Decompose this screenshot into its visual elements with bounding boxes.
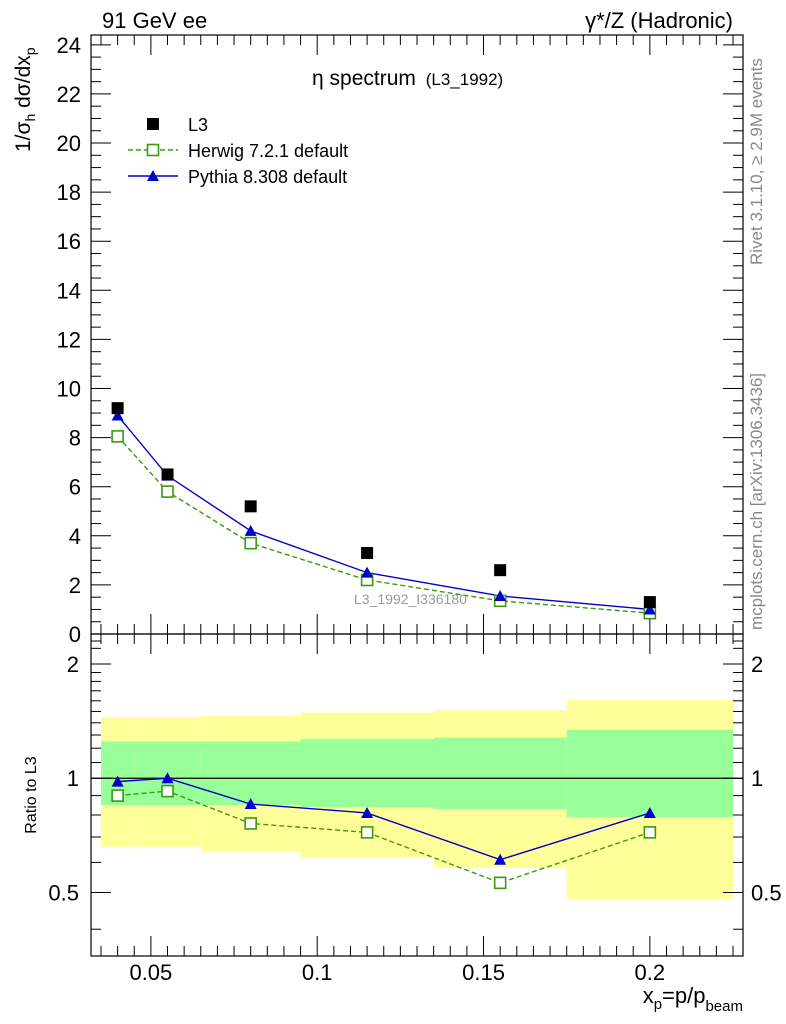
pythia-point bbox=[361, 566, 374, 578]
header-right: γ*/Z (Hadronic) bbox=[585, 8, 733, 33]
l3-data-point bbox=[161, 468, 174, 481]
ratio-y-axis-label: Ratio to L3 bbox=[23, 756, 40, 833]
ratio-herwig-point bbox=[111, 789, 124, 802]
x-axis-label: xp=p/pbeam bbox=[643, 983, 743, 1015]
ratio-y-tick-label-left: 2 bbox=[67, 652, 79, 677]
ratio-herwig-point bbox=[493, 876, 507, 890]
main-axis-ticks bbox=[91, 35, 743, 635]
legend: L3 Herwig 7.2.1 default Pythia 8.308 defau… bbox=[128, 115, 348, 187]
y-tick-label: 4 bbox=[69, 524, 81, 549]
y-tick-label: 14 bbox=[57, 278, 81, 303]
l3-data-point bbox=[111, 402, 124, 415]
herwig-line bbox=[117, 435, 650, 614]
x-tick-label: 0.15 bbox=[462, 960, 505, 985]
ratio-axis-ticks bbox=[91, 634, 743, 956]
legend-label: Pythia 8.308 default bbox=[188, 167, 347, 187]
y-tick-label: 18 bbox=[57, 180, 81, 205]
ratio-pythia-point bbox=[161, 772, 174, 784]
pythia-point bbox=[244, 524, 257, 536]
ratio-inner-band bbox=[300, 738, 434, 807]
ratio-inner-band bbox=[200, 741, 301, 806]
ratio-pythia-point bbox=[361, 806, 374, 818]
ratio-herwig-point bbox=[360, 826, 374, 839]
y-tick-label: 20 bbox=[57, 131, 81, 156]
ratio-pythia-point bbox=[643, 806, 656, 818]
ratio-y-tick-label-left: 0.5 bbox=[48, 880, 79, 905]
ratio-plot-frame bbox=[90, 633, 744, 957]
y-tick-label: 8 bbox=[69, 426, 81, 451]
y-tick-label: 12 bbox=[57, 327, 81, 352]
y-tick-label: 24 bbox=[57, 33, 81, 58]
y-tick-label: 0 bbox=[69, 622, 81, 647]
herwig-point bbox=[244, 536, 257, 550]
ratio-y-tick-label-right: 2 bbox=[751, 652, 763, 677]
l3-data-point bbox=[643, 596, 656, 609]
chart-title-main: η spectrum bbox=[312, 67, 416, 90]
ratio-y-tick-label-left: 1 bbox=[67, 766, 79, 791]
ratio-y-tick-label-right: 1 bbox=[751, 766, 763, 791]
rivet-label: Rivet 3.1.10, ≥ 2.9M events bbox=[747, 58, 766, 265]
header-left: 91 GeV ee bbox=[102, 8, 207, 33]
herwig-point bbox=[161, 485, 174, 498]
y-tick-label: 16 bbox=[57, 229, 81, 254]
legend-label: Herwig 7.2.1 default bbox=[188, 141, 348, 161]
l3-data-point bbox=[244, 500, 257, 513]
y-tick-label: 22 bbox=[57, 82, 81, 107]
ratio-pythia-point bbox=[244, 798, 257, 810]
main-y-axis-label: 1/σh dσ/dxp bbox=[12, 47, 38, 152]
ratio-herwig-point bbox=[244, 817, 257, 830]
ratio-inner-band bbox=[566, 730, 734, 818]
y-tick-label: 2 bbox=[69, 573, 81, 598]
ratio-herwig-point bbox=[161, 784, 174, 798]
legend-l3-marker bbox=[147, 118, 159, 130]
ratio-pythia-point bbox=[111, 775, 124, 787]
ratio-bands bbox=[91, 699, 743, 900]
legend-herwig-marker bbox=[146, 143, 160, 157]
ratio-y-tick-label-right: 0.5 bbox=[751, 880, 782, 905]
ratio-pythia-line bbox=[117, 777, 651, 861]
legend-pythia-marker bbox=[147, 170, 159, 181]
x-tick-label: 0.1 bbox=[302, 960, 333, 985]
chart-title: η spectrum (L3_1992) bbox=[312, 67, 503, 90]
ratio-inner-band bbox=[433, 737, 567, 809]
x-tick-label: 0.2 bbox=[635, 960, 666, 985]
l3-data-point bbox=[361, 546, 374, 559]
legend-label: L3 bbox=[188, 115, 208, 135]
chart-title-sub: (L3_1992) bbox=[426, 70, 504, 89]
pythia-point bbox=[111, 409, 124, 421]
watermark-label: L3_1992_I336180 bbox=[354, 591, 467, 607]
pythia-point bbox=[494, 589, 507, 601]
ratio-herwig-line bbox=[117, 790, 651, 884]
ratio-panel: 0.5 0.5 1 1 2 2 bbox=[48, 633, 782, 957]
pythia-line bbox=[117, 415, 650, 611]
y-tick-label: 10 bbox=[57, 377, 81, 402]
x-tick-label: 0.05 bbox=[129, 960, 172, 985]
x-tick-labels: 0.05 0.1 0.15 0.2 bbox=[129, 960, 665, 985]
pythia-point bbox=[643, 603, 656, 615]
ratio-pythia-point bbox=[494, 853, 507, 865]
l3-data-point bbox=[494, 564, 507, 577]
herwig-point bbox=[111, 430, 124, 443]
ratio-herwig-point bbox=[643, 826, 657, 839]
ratio-y-tick-labels: 0.5 0.5 1 1 2 2 bbox=[48, 652, 781, 905]
ratio-series-group bbox=[111, 772, 657, 890]
y-tick-label: 6 bbox=[69, 475, 81, 500]
main-series-group bbox=[111, 402, 657, 620]
mcplots-label: mcplots.cern.ch [arXiv:1306.3436] bbox=[747, 373, 766, 630]
